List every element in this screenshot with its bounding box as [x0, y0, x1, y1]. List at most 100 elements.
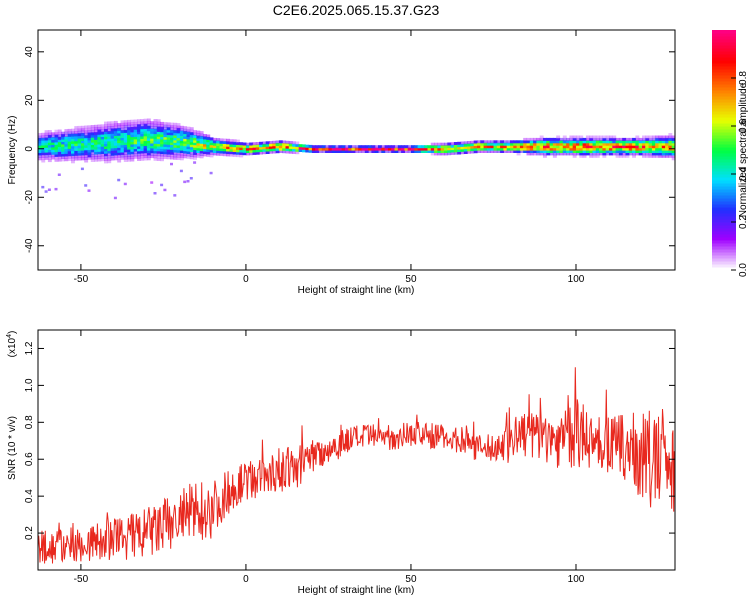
spectrogram-cell [463, 151, 468, 154]
spectrogram-cell [651, 137, 656, 141]
colorbar-cell [712, 75, 736, 79]
spectrogram-cell [212, 147, 217, 151]
spectrogram-cell [94, 141, 98, 145]
spectrogram-cell [57, 144, 62, 147]
spectrogram-cell [219, 138, 224, 142]
spectrogram-cell [285, 148, 290, 152]
spectrogram-cell [440, 152, 445, 156]
spectrogram-cell [576, 150, 580, 153]
spectrogram-cell [239, 144, 244, 148]
spectrogram-cell [658, 154, 663, 158]
spectrogram-cell [477, 142, 481, 146]
spectrogram-cell [47, 154, 52, 158]
spectrogram-cell [595, 150, 600, 153]
spectrogram-cell [137, 155, 141, 159]
spectrogram-cell [127, 132, 131, 136]
spectrogram-cell [622, 137, 627, 141]
spectrogram-cell [447, 147, 452, 151]
spectrogram-cell [186, 126, 191, 130]
spectrogram-cell [64, 150, 69, 154]
spectrogram-cell [189, 149, 194, 152]
colorbar-cell [712, 249, 736, 253]
spectrogram-cell [209, 154, 214, 158]
spectrogram-cell [219, 143, 224, 147]
spectrogram-cell [193, 144, 197, 148]
spectrogram-cell [186, 131, 191, 135]
spectrogram-cell [582, 145, 587, 149]
spectrogram-cell [71, 160, 75, 164]
spectrogram-cell [430, 142, 435, 146]
spectrogram-cell [110, 135, 115, 139]
spectrogram-cell [321, 145, 326, 149]
spectrogram-cell [592, 154, 597, 158]
spectrogram-cell [176, 154, 181, 158]
spectrogram-cell [107, 152, 112, 156]
spectrogram-cell [127, 119, 131, 123]
spectrogram-cell [84, 140, 89, 144]
spectrogram-cell [437, 145, 442, 149]
spectrogram-cell [160, 136, 164, 140]
spectrogram-cell [605, 137, 610, 141]
spectrogram-cell [47, 132, 52, 136]
y-tick-label: 20 [24, 94, 35, 106]
spectrogram-cell [47, 137, 52, 141]
spectrogram-cell [232, 141, 237, 145]
spectrogram-cell [506, 147, 511, 151]
spectrogram-cell [64, 148, 69, 152]
spectrogram-cell [179, 150, 184, 153]
spectrogram-cell [74, 147, 79, 151]
spectrogram-cell [437, 147, 442, 151]
x-tick-label: 50 [405, 574, 417, 585]
spectrogram-cell [176, 135, 181, 139]
spectrogram-cell [193, 149, 197, 153]
spectrogram-cell [364, 150, 369, 153]
spectrogram-cell [635, 150, 640, 153]
spectrogram-cell [166, 127, 171, 131]
spectrogram-cell [209, 171, 213, 175]
spectrogram-cell [450, 142, 455, 146]
colorbar-cell [712, 117, 736, 121]
spectrogram-cell [229, 151, 234, 155]
spectrogram-cell [90, 144, 95, 148]
spectrogram-cell [107, 140, 112, 144]
spectrogram-cell [658, 150, 663, 153]
spectrogram-cell [170, 125, 174, 128]
spectrogram-cell [483, 140, 488, 144]
spectrogram-cell [137, 121, 141, 125]
spectrogram-cell [100, 151, 105, 154]
spectrogram-cell [203, 148, 207, 152]
spectrogram-cell [519, 150, 524, 153]
spectrogram-cell [417, 150, 422, 153]
spectrogram-cell [150, 155, 155, 159]
spectrogram-cell [219, 150, 224, 154]
spectrogram-cell [665, 145, 669, 149]
spectrogram-cell [516, 147, 521, 151]
spectrogram-cell [179, 125, 184, 129]
spectrogram-cell [104, 141, 108, 144]
chart-title: C2E6.2025.065.15.37.G23 [273, 2, 440, 18]
spectrogram-cell [54, 132, 59, 136]
spectrogram-cell [572, 145, 577, 149]
spectrogram-cell [113, 152, 118, 156]
spectrogram-cell [229, 143, 234, 147]
spectrogram-cell [146, 118, 151, 122]
spectrogram-cell [84, 137, 89, 141]
spectrogram-cell [569, 135, 574, 139]
spectrogram-cell [539, 135, 544, 139]
colorbar-cell [712, 204, 736, 208]
spectrogram-cell [579, 152, 584, 156]
spectrogram-cell [589, 145, 594, 149]
spectrogram-cell [123, 159, 128, 162]
spectrogram-cell [120, 139, 125, 143]
spectrogram-cell [543, 152, 547, 156]
spectrogram-cell [51, 154, 56, 158]
spectrogram-cell [107, 145, 112, 149]
spectrogram-cell [113, 137, 118, 141]
spectrogram-cell [655, 142, 660, 146]
spectrogram-cell [57, 139, 62, 143]
y-tick-label: 0.4 [24, 489, 35, 503]
spectrogram-cell [661, 142, 666, 146]
spectrogram-cell [127, 139, 131, 143]
spectrogram-cell [127, 141, 131, 145]
spectrogram-cell [536, 137, 541, 141]
